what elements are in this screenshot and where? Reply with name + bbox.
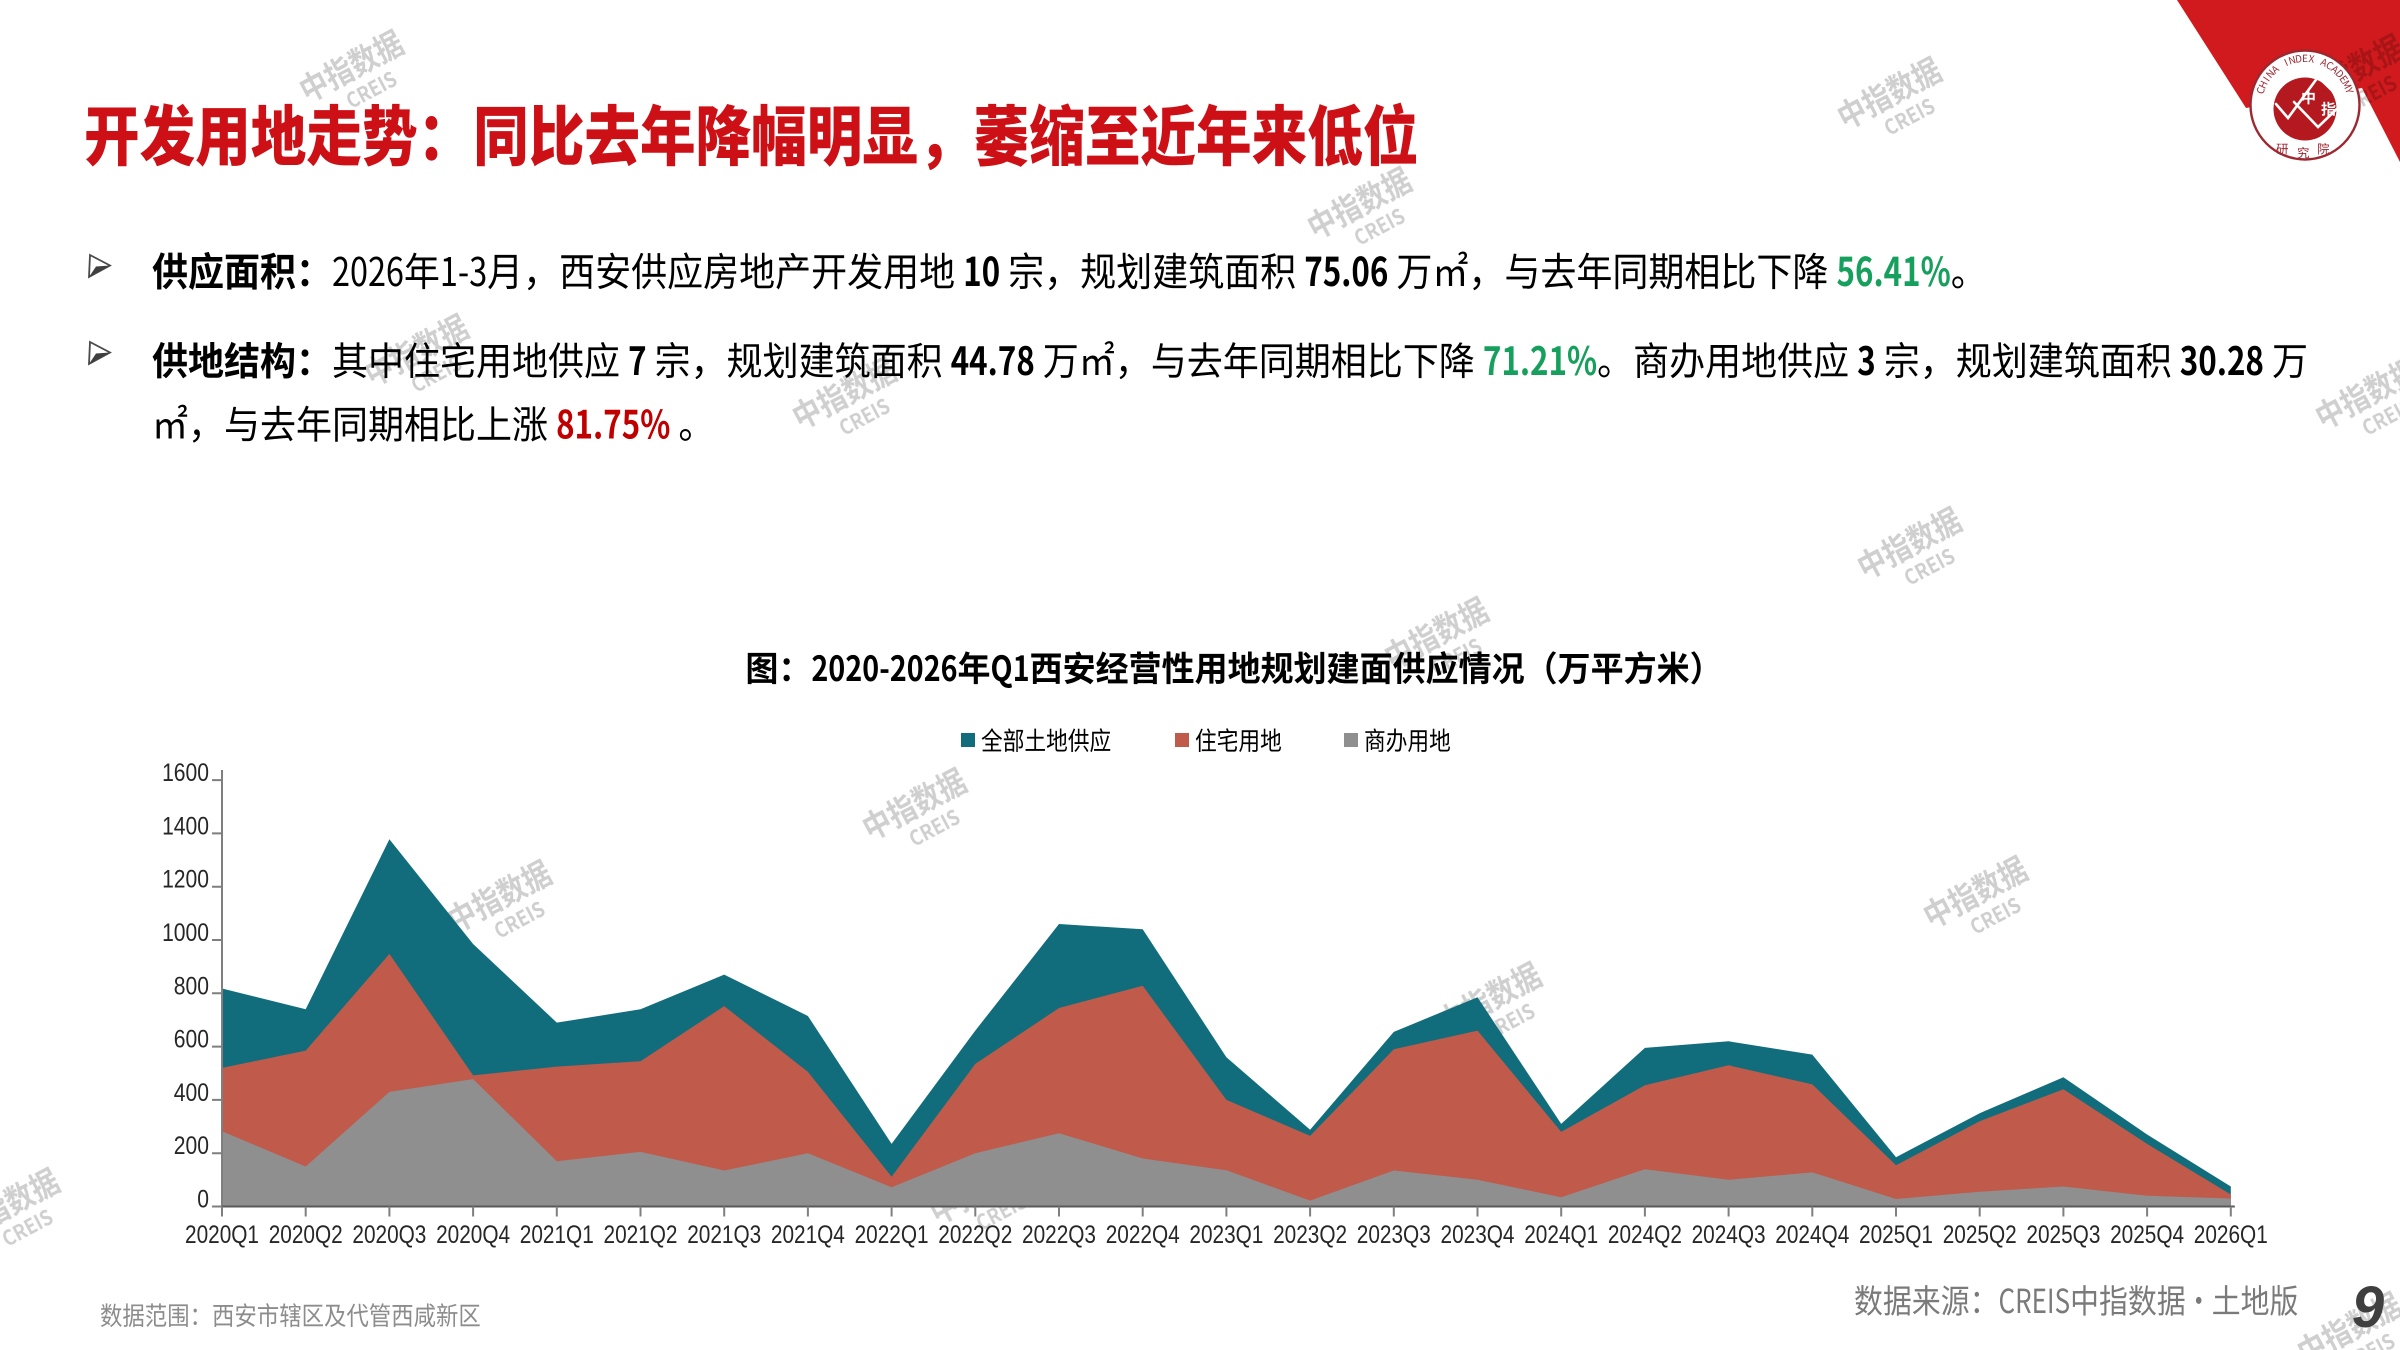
svg-text:1200: 1200 <box>162 865 209 893</box>
svg-text:2025Q1: 2025Q1 <box>1859 1220 1933 1248</box>
svg-text:2025Q3: 2025Q3 <box>2026 1220 2100 1248</box>
svg-text:2020Q1: 2020Q1 <box>185 1220 259 1248</box>
svg-text:2021Q3: 2021Q3 <box>687 1220 761 1248</box>
svg-text:2025Q2: 2025Q2 <box>1943 1220 2017 1248</box>
svg-text:200: 200 <box>174 1132 209 1160</box>
svg-text:0: 0 <box>197 1185 209 1213</box>
svg-text:2021Q1: 2021Q1 <box>520 1220 594 1248</box>
svg-text:2020Q3: 2020Q3 <box>352 1220 426 1248</box>
svg-text:800: 800 <box>174 972 209 1000</box>
svg-text:1000: 1000 <box>162 918 209 946</box>
svg-text:1600: 1600 <box>162 758 209 786</box>
svg-text:9: 9 <box>2352 1275 2384 1340</box>
svg-text:2023Q4: 2023Q4 <box>1441 1220 1515 1248</box>
svg-text:2023Q3: 2023Q3 <box>1357 1220 1431 1248</box>
svg-text:2020Q4: 2020Q4 <box>436 1220 510 1248</box>
svg-text:2024Q1: 2024Q1 <box>1524 1220 1598 1248</box>
svg-text:2021Q4: 2021Q4 <box>771 1220 845 1248</box>
svg-text:2024Q4: 2024Q4 <box>1775 1220 1849 1248</box>
svg-text:2022Q2: 2022Q2 <box>938 1220 1012 1248</box>
svg-text:2020Q2: 2020Q2 <box>269 1220 343 1248</box>
svg-text:2022Q3: 2022Q3 <box>1022 1220 1096 1248</box>
svg-text:2023Q1: 2023Q1 <box>1189 1220 1263 1248</box>
svg-text:2024Q2: 2024Q2 <box>1608 1220 1682 1248</box>
svg-text:2021Q2: 2021Q2 <box>604 1220 678 1248</box>
svg-text:2026Q1: 2026Q1 <box>2194 1220 2268 1248</box>
svg-text:2022Q1: 2022Q1 <box>855 1220 929 1248</box>
svg-text:400: 400 <box>174 1078 209 1106</box>
svg-text:2024Q3: 2024Q3 <box>1692 1220 1766 1248</box>
svg-text:2023Q2: 2023Q2 <box>1273 1220 1347 1248</box>
svg-text:1400: 1400 <box>162 812 209 840</box>
svg-text:2025Q4: 2025Q4 <box>2110 1220 2184 1248</box>
svg-text:600: 600 <box>174 1025 209 1053</box>
svg-text:2022Q4: 2022Q4 <box>1106 1220 1180 1248</box>
